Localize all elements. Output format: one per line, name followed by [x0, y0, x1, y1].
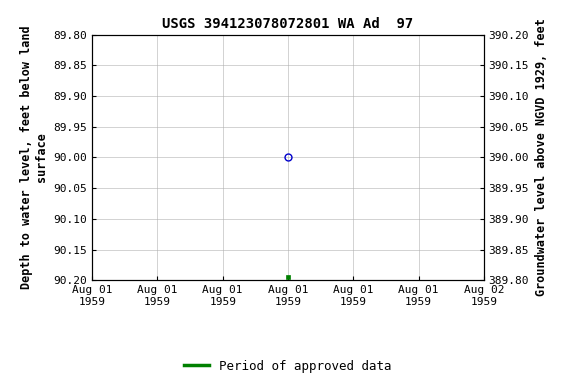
- Legend: Period of approved data: Period of approved data: [179, 355, 397, 378]
- Title: USGS 394123078072801 WA Ad  97: USGS 394123078072801 WA Ad 97: [162, 17, 414, 31]
- Y-axis label: Depth to water level, feet below land
surface: Depth to water level, feet below land su…: [20, 26, 48, 289]
- Y-axis label: Groundwater level above NGVD 1929, feet: Groundwater level above NGVD 1929, feet: [535, 18, 548, 296]
